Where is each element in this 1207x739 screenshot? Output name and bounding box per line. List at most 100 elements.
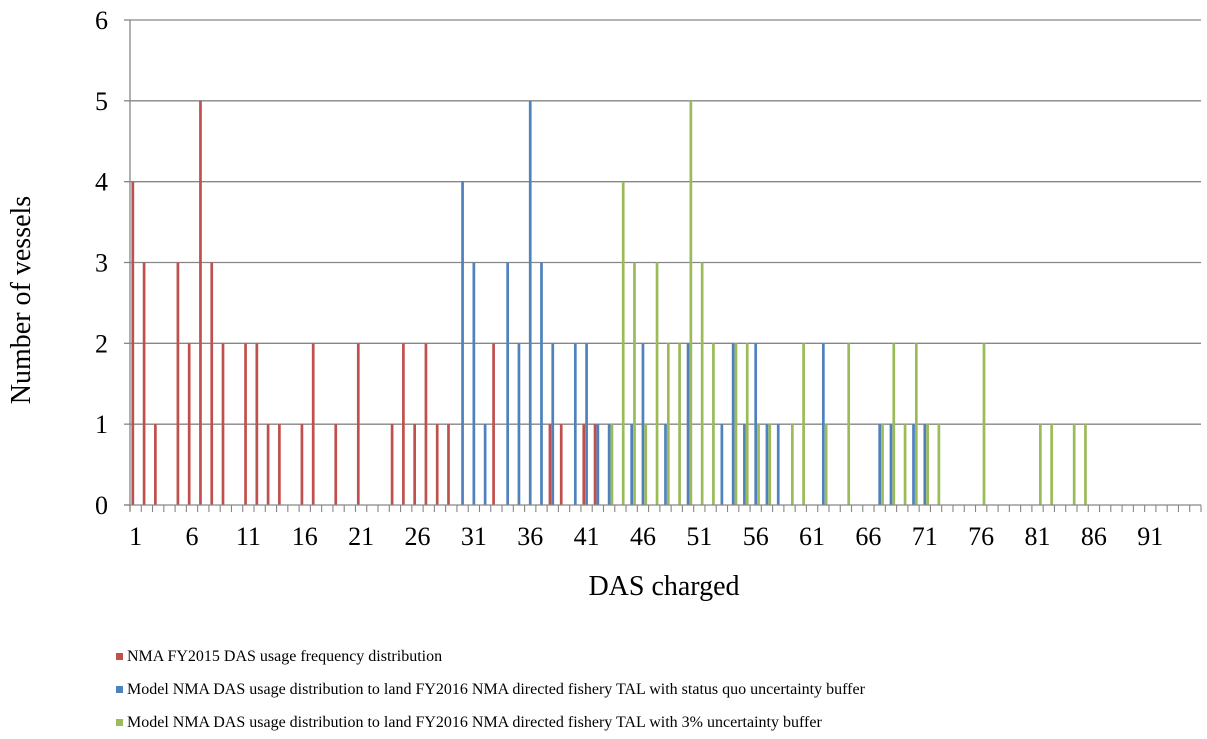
x-tick-label: 51 — [686, 522, 712, 551]
bar — [311, 343, 315, 505]
bar — [187, 343, 191, 505]
x-tick-label: 1 — [129, 522, 142, 551]
bar — [821, 343, 825, 505]
bar — [356, 343, 360, 505]
x-tick-label: 16 — [292, 522, 318, 551]
bar — [847, 343, 851, 505]
bar — [644, 424, 648, 505]
bar — [334, 424, 338, 505]
bar — [142, 262, 146, 505]
bar — [472, 262, 476, 505]
bar — [745, 343, 749, 505]
bar — [596, 424, 600, 505]
bar — [573, 343, 577, 505]
bar — [881, 424, 884, 505]
bar — [559, 424, 563, 505]
legend-swatch — [116, 719, 123, 726]
y-tick-label: 1 — [95, 410, 108, 439]
x-tick-label: 76 — [968, 522, 994, 551]
bar — [461, 181, 464, 505]
legend-item: Model NMA DAS usage distribution to land… — [116, 706, 865, 739]
bar — [734, 343, 738, 505]
bar — [255, 343, 259, 505]
bar — [641, 343, 645, 505]
bar — [912, 424, 915, 505]
y-tick-label: 0 — [95, 491, 108, 520]
bar — [582, 424, 586, 505]
bar — [892, 343, 896, 505]
bar — [621, 181, 625, 505]
bar — [413, 424, 417, 505]
bar — [585, 343, 588, 505]
x-tick-label: 26 — [404, 522, 430, 551]
bar — [633, 262, 636, 505]
legend-label: Model NMA DAS usage distribution to land… — [127, 680, 865, 698]
bar — [903, 424, 907, 505]
bar — [666, 343, 670, 505]
bar — [757, 424, 760, 505]
bar — [1072, 424, 1076, 505]
bar — [492, 343, 495, 505]
x-tick-label: 31 — [461, 522, 487, 551]
bar — [221, 343, 225, 505]
bar — [743, 424, 746, 505]
x-axis-title: DAS charged — [588, 571, 739, 602]
bar — [266, 424, 270, 505]
legend-item: NMA FY2015 DAS usage frequency distribut… — [116, 640, 865, 673]
bar — [790, 424, 794, 505]
bar — [548, 424, 552, 505]
bar — [923, 424, 927, 505]
bar — [435, 424, 439, 505]
bar — [678, 343, 681, 505]
bar — [754, 343, 758, 505]
bar — [154, 424, 157, 505]
bar — [776, 424, 780, 505]
x-tick-label: 36 — [517, 522, 543, 551]
bar — [1050, 424, 1053, 505]
x-tick-label: 91 — [1137, 522, 1163, 551]
bar — [686, 343, 690, 505]
x-tick-label: 61 — [799, 522, 825, 551]
axes — [124, 19, 1202, 512]
bar — [937, 424, 941, 505]
legend-item: Model NMA DAS usage distribution to land… — [116, 673, 865, 706]
x-tick-label: 81 — [1025, 522, 1051, 551]
bar — [540, 262, 543, 505]
y-axis-title: Number of vessels — [6, 196, 37, 404]
bar — [926, 424, 929, 505]
x-tick-label: 86 — [1081, 522, 1107, 551]
bar — [244, 343, 247, 505]
bar — [528, 100, 532, 505]
x-tick-label: 71 — [912, 522, 938, 551]
bar — [765, 424, 769, 505]
bar — [506, 262, 510, 505]
legend: NMA FY2015 DAS usage frequency distribut… — [116, 640, 865, 739]
bar — [593, 424, 597, 505]
y-tick-label: 3 — [95, 249, 108, 278]
bar — [630, 424, 634, 505]
bar — [1038, 424, 1042, 505]
bar — [390, 424, 394, 505]
bar — [176, 262, 180, 505]
legend-label: NMA FY2015 DAS usage frequency distribut… — [127, 647, 443, 665]
bar — [712, 343, 715, 505]
y-tick-label: 4 — [95, 168, 108, 197]
legend-swatch — [116, 653, 123, 660]
x-tick-label: 46 — [630, 522, 656, 551]
bar — [424, 343, 428, 505]
bar — [300, 424, 304, 505]
y-tick-label: 6 — [95, 6, 108, 35]
bar — [689, 100, 693, 505]
bars — [131, 100, 1087, 505]
x-tick-label: 41 — [574, 522, 600, 551]
x-tick-label: 66 — [855, 522, 881, 551]
gridlines — [130, 19, 1201, 425]
bar — [199, 100, 202, 505]
bar — [889, 424, 893, 505]
legend-swatch — [116, 686, 123, 693]
bar — [402, 343, 405, 505]
bar — [610, 424, 614, 505]
y-tick-label: 5 — [95, 87, 108, 116]
bar — [720, 424, 724, 505]
